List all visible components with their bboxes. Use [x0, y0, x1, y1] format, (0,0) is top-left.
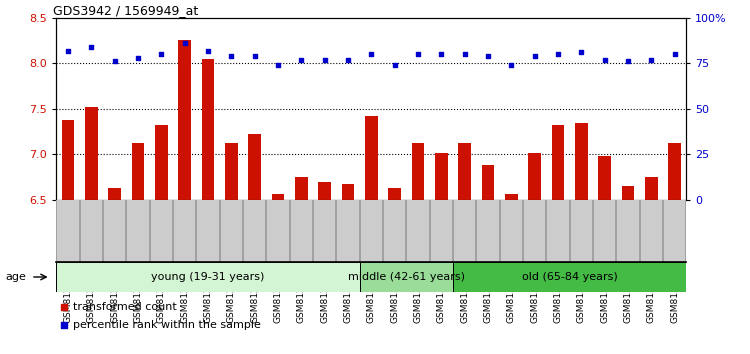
Point — [248, 53, 260, 59]
Point — [575, 50, 587, 55]
Bar — [458, 143, 471, 200]
Bar — [225, 143, 238, 200]
Text: young (19-31 years): young (19-31 years) — [152, 272, 265, 282]
Bar — [528, 153, 541, 200]
Bar — [551, 125, 564, 200]
Text: middle (42-61 years): middle (42-61 years) — [348, 272, 465, 282]
Bar — [341, 184, 354, 200]
Bar — [318, 182, 331, 200]
Point — [132, 55, 144, 61]
Bar — [505, 194, 518, 200]
Point — [202, 48, 214, 53]
Point — [86, 44, 98, 50]
Bar — [412, 143, 424, 200]
Bar — [622, 186, 634, 200]
Point — [58, 322, 70, 328]
Point — [412, 51, 424, 57]
Point — [552, 51, 564, 57]
Point — [58, 304, 70, 310]
Bar — [645, 177, 658, 200]
Point — [319, 57, 331, 62]
Bar — [178, 40, 191, 200]
Point — [482, 53, 494, 59]
Bar — [202, 59, 214, 200]
Bar — [359, 262, 453, 292]
Point — [296, 57, 307, 62]
Point — [109, 59, 121, 64]
Bar — [131, 143, 144, 200]
Point — [62, 48, 74, 53]
Point — [458, 51, 470, 57]
Point — [435, 51, 447, 57]
Text: age: age — [6, 272, 26, 282]
Bar — [574, 122, 588, 200]
Point — [178, 40, 190, 46]
Bar — [388, 188, 401, 200]
Bar — [154, 125, 168, 200]
Bar — [482, 165, 494, 200]
Bar — [598, 156, 611, 200]
Point — [598, 57, 610, 62]
Bar — [364, 116, 378, 200]
Bar — [248, 135, 261, 200]
Point — [388, 62, 400, 68]
Bar — [272, 194, 284, 200]
Bar — [435, 153, 448, 200]
Point — [155, 51, 167, 57]
Point — [506, 62, 518, 68]
Bar — [62, 120, 74, 200]
Point — [342, 57, 354, 62]
Point — [668, 51, 680, 57]
Point — [529, 53, 541, 59]
Text: transformed count: transformed count — [74, 302, 177, 312]
Bar — [56, 262, 359, 292]
Bar — [85, 107, 98, 200]
Point — [622, 59, 634, 64]
Point — [225, 53, 237, 59]
Bar — [668, 143, 681, 200]
Bar — [453, 262, 686, 292]
Point — [645, 57, 657, 62]
Bar — [108, 188, 121, 200]
Point — [272, 62, 284, 68]
Point — [365, 51, 377, 57]
Text: GDS3942 / 1569949_at: GDS3942 / 1569949_at — [53, 4, 198, 17]
Bar — [295, 177, 307, 200]
Text: old (65-84 years): old (65-84 years) — [522, 272, 617, 282]
Text: percentile rank within the sample: percentile rank within the sample — [74, 320, 261, 330]
